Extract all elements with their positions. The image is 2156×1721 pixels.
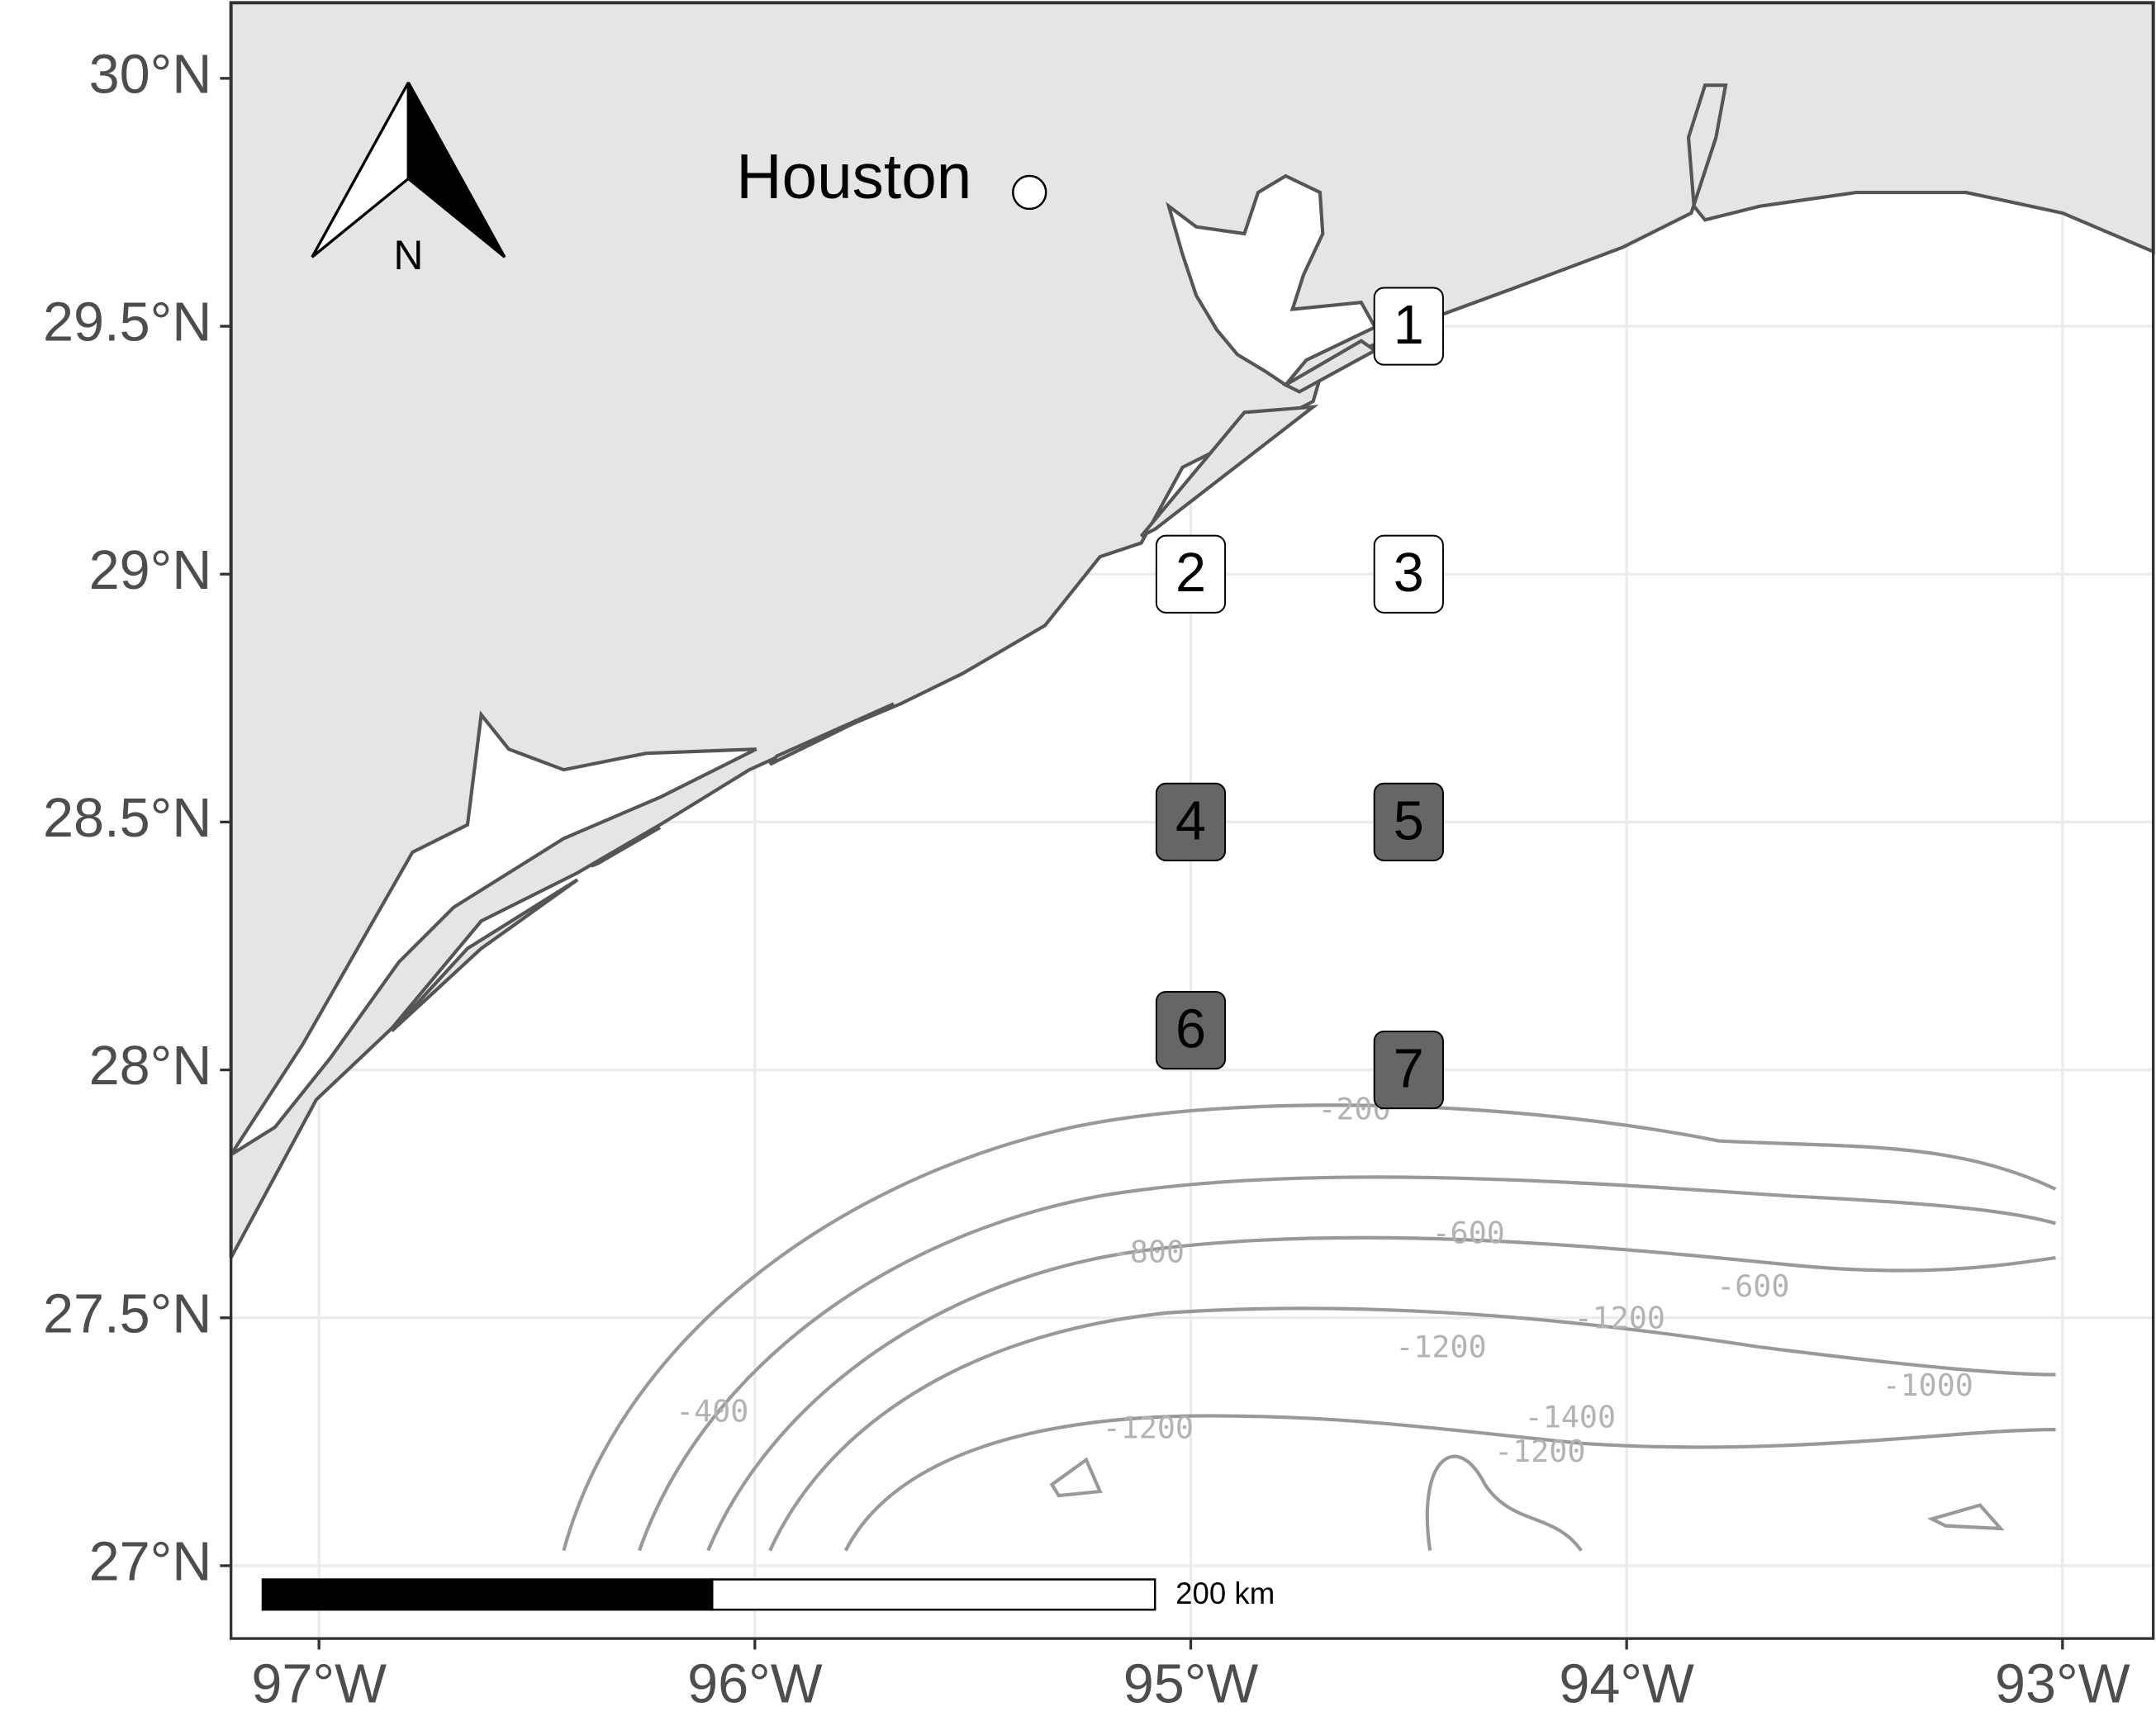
station-marker [1155,782,1227,862]
x-tick-label: 96°W [687,1654,823,1715]
depth-contours [562,1103,2057,1552]
x-tick-label: 95°W [1123,1654,1259,1715]
y-tick-label: 28.5°N [43,788,211,849]
axes: 97°W 96°W 95°W 94°W 93°W 30°N 29.5°N 29°N 28.5°N… [43,44,2130,1714]
contour-label: -800 [1112,1235,1185,1270]
y-tick-label: 30°N [89,44,212,105]
marks: Houston 1 2 3 4 5 6 7 [736,142,1444,1110]
station-label: 1 [1394,295,1424,356]
station-label: 6 [1175,998,1206,1060]
contour-label: -600 [1717,1268,1789,1304]
contour-labels: -200 -600 -800 -600 -1200 -1200 -400 -10… [676,1091,1973,1468]
station-marker [1155,534,1227,614]
contour-label: -1000 [1883,1368,1973,1403]
y-tick-label: 29.5°N [43,292,211,353]
station-label: 4 [1175,790,1206,851]
contour-label: -1200 [1494,1434,1585,1469]
north-label: N [393,232,423,278]
contour-label: -600 [1432,1215,1505,1250]
contour-label: -1200 [1574,1300,1665,1335]
y-tick-label: 28°N [89,1036,212,1097]
station-marker [1373,1030,1444,1110]
contour-label: -400 [676,1394,748,1429]
north-arrow: N [311,82,506,278]
contour-label: -1400 [1525,1399,1616,1434]
station-label: 3 [1394,543,1424,604]
station-marker [1373,287,1444,366]
y-tick-label: 27°N [89,1532,212,1593]
scale-label: 200 km [1175,1576,1275,1610]
lagoon [229,710,757,1156]
station-marker [1373,534,1444,614]
station-label: 5 [1394,790,1424,851]
x-tick-label: 97°W [251,1654,387,1715]
station-label: 2 [1175,543,1206,604]
contour-label: -1200 [1103,1410,1194,1446]
station-marker [1373,782,1444,862]
station-marker [1155,990,1227,1070]
x-tick-label: 94°W [1559,1654,1694,1715]
y-tick-label: 29°N [89,540,212,601]
bay [1166,173,1378,387]
city-label: Houston [736,142,971,212]
y-tick-label: 27.5°N [43,1283,211,1344]
x-tick-label: 93°W [1995,1654,2130,1715]
scale-bar: 200 km [261,1576,1275,1611]
contour-label: -1200 [1395,1329,1486,1364]
station-label: 7 [1394,1038,1424,1099]
city-marker [1012,174,1047,211]
